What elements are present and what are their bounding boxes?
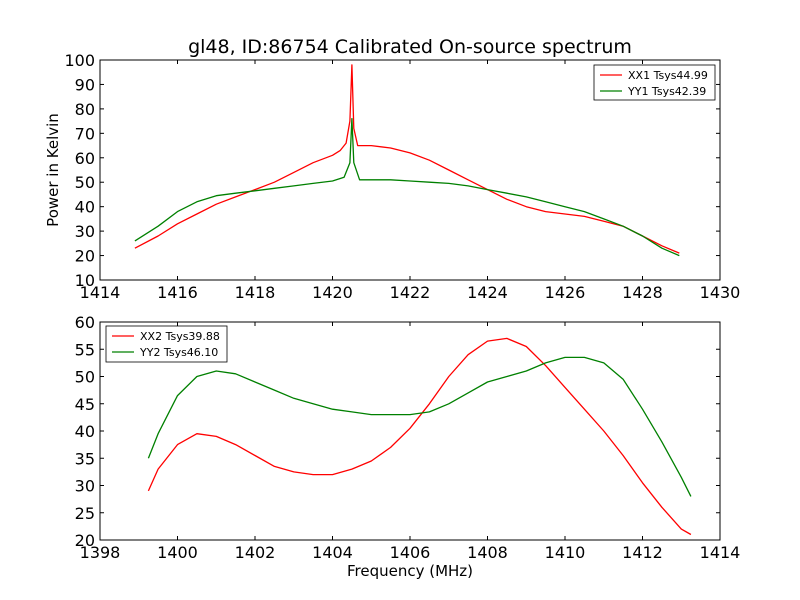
- top-plot: 1414 1416 1418 1420 1422 1424 1426 1428 1430 10 20…: [44, 36, 740, 302]
- bottom-y-tick-label: 40: [75, 422, 95, 441]
- top-x-tick-label: 1416: [157, 283, 198, 302]
- top-y-tick-label: 100: [64, 51, 95, 70]
- bottom-x-tick-label: 1406: [390, 543, 431, 562]
- bottom-y-tick-label: 50: [75, 368, 95, 387]
- bottom-x-tick-label: 1408: [467, 543, 508, 562]
- top-y-tick-label: 50: [75, 173, 95, 192]
- bottom-legend-label-yy2: YY2 Tsys46.10: [139, 346, 218, 359]
- bottom-legend: XX2 Tsys39.88 YY2 Tsys46.10: [105, 325, 228, 363]
- top-x-tick-label: 1420: [312, 283, 353, 302]
- top-legend-label-yy1: YY1 Tsys42.39: [627, 85, 706, 98]
- top-y-tick-label: 60: [75, 149, 95, 168]
- bottom-y-tick-label: 20: [75, 531, 95, 550]
- top-x-tick-label: 1426: [545, 283, 586, 302]
- bottom-x-tick-label: 1398: [80, 543, 121, 562]
- bottom-legend-label-xx2: XX2 Tsys39.88: [140, 330, 220, 343]
- bottom-x-tick-label: 1412: [622, 543, 663, 562]
- bottom-plot: 1398 1400 1402 1404 1406 1408 1410 1412 1414 20 25…: [75, 313, 741, 580]
- bottom-legend-box: [105, 325, 228, 363]
- bottom-ticks: 1398 1400 1402 1404 1406 1408 1410 1412 1414 20 25…: [75, 313, 741, 562]
- bottom-series-line-xx2: [147, 337, 692, 536]
- top-ticks: 1414 1416 1418 1420 1422 1424 1426 1428 1430 10 20…: [64, 51, 740, 302]
- top-plot-title: gl48, ID:86754 Calibrated On-source spec…: [188, 36, 632, 58]
- top-legend-label-xx1: XX1 Tsys44.99: [628, 69, 708, 82]
- top-y-tick-label: 80: [75, 100, 95, 119]
- bottom-x-axis-label: Frequency (MHz): [347, 562, 473, 580]
- top-x-tick-label: 1414: [80, 283, 121, 302]
- top-series-line-yy1: [134, 118, 680, 257]
- bottom-y-tick-label: 30: [75, 477, 95, 496]
- top-x-tick-label: 1424: [467, 283, 508, 302]
- bottom-y-tick-label: 35: [75, 449, 95, 468]
- top-y-axis-label: Power in Kelvin: [44, 113, 62, 227]
- top-y-tick-label: 30: [75, 222, 95, 241]
- top-x-tick-label: 1422: [390, 283, 431, 302]
- bottom-x-tick-label: 1414: [700, 543, 741, 562]
- top-y-tick-label: 40: [75, 198, 95, 217]
- bottom-y-tick-label: 60: [75, 313, 95, 332]
- top-series-lines: [134, 64, 680, 257]
- bottom-x-tick-label: 1404: [312, 543, 353, 562]
- top-y-tick-label: 20: [75, 247, 95, 266]
- bottom-x-tick-label: 1410: [545, 543, 586, 562]
- top-y-tick-label: 90: [75, 75, 95, 94]
- bottom-y-tick-label: 45: [75, 395, 95, 414]
- top-x-tick-label: 1430: [700, 283, 741, 302]
- top-x-tick-label: 1428: [622, 283, 663, 302]
- bottom-x-tick-label: 1402: [235, 543, 276, 562]
- bottom-y-tick-label: 55: [75, 340, 95, 359]
- bottom-series-line-yy2: [147, 356, 692, 497]
- bottom-y-tick-label: 25: [75, 504, 95, 523]
- bottom-x-tick-label: 1400: [157, 543, 198, 562]
- top-x-tick-label: 1418: [235, 283, 276, 302]
- top-legend-box: [593, 64, 716, 101]
- bottom-series-lines: [147, 337, 692, 536]
- top-y-tick-label: 70: [75, 124, 95, 143]
- top-legend: XX1 Tsys44.99 YY1 Tsys42.39: [593, 64, 716, 101]
- top-y-tick-label: 10: [75, 271, 95, 290]
